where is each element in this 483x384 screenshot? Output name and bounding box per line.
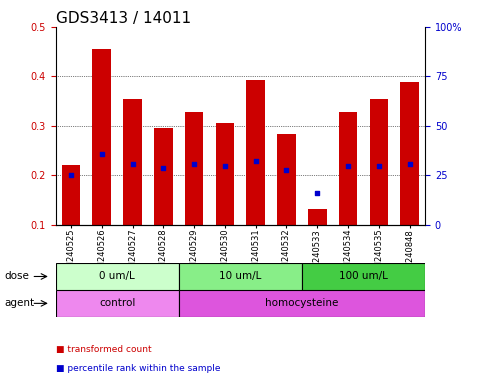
Bar	[62, 166, 80, 225]
Point	[375, 163, 383, 169]
Bar	[56, 290, 179, 317]
Bar	[154, 128, 172, 225]
Bar	[123, 99, 142, 225]
Text: 100 um/L: 100 um/L	[339, 271, 388, 281]
Text: 0 um/L: 0 um/L	[99, 271, 135, 281]
Bar	[56, 263, 179, 290]
Bar	[400, 82, 419, 225]
Bar	[215, 123, 234, 225]
Point	[252, 158, 259, 164]
Point	[283, 167, 290, 173]
Bar	[369, 99, 388, 225]
Text: ■ transformed count: ■ transformed count	[56, 345, 151, 354]
Point	[67, 172, 75, 178]
Point	[98, 151, 106, 157]
Point	[190, 161, 198, 167]
Text: control: control	[99, 298, 135, 308]
Bar	[179, 263, 302, 290]
Point	[128, 161, 136, 167]
Bar	[302, 263, 425, 290]
Text: 10 um/L: 10 um/L	[219, 271, 261, 281]
Text: homocysteine: homocysteine	[265, 298, 339, 308]
Point	[221, 163, 229, 169]
Bar	[179, 290, 425, 317]
Text: ■ percentile rank within the sample: ■ percentile rank within the sample	[56, 364, 220, 373]
Point	[313, 189, 321, 195]
Point	[406, 161, 413, 167]
Bar	[185, 112, 203, 225]
Bar	[92, 49, 111, 225]
Bar	[339, 112, 357, 225]
Bar	[308, 209, 327, 225]
Bar	[246, 80, 265, 225]
Text: agent: agent	[5, 298, 35, 308]
Point	[159, 165, 167, 171]
Bar	[277, 134, 296, 225]
Text: GDS3413 / 14011: GDS3413 / 14011	[56, 11, 191, 26]
Point	[344, 163, 352, 169]
Text: dose: dose	[5, 271, 30, 281]
